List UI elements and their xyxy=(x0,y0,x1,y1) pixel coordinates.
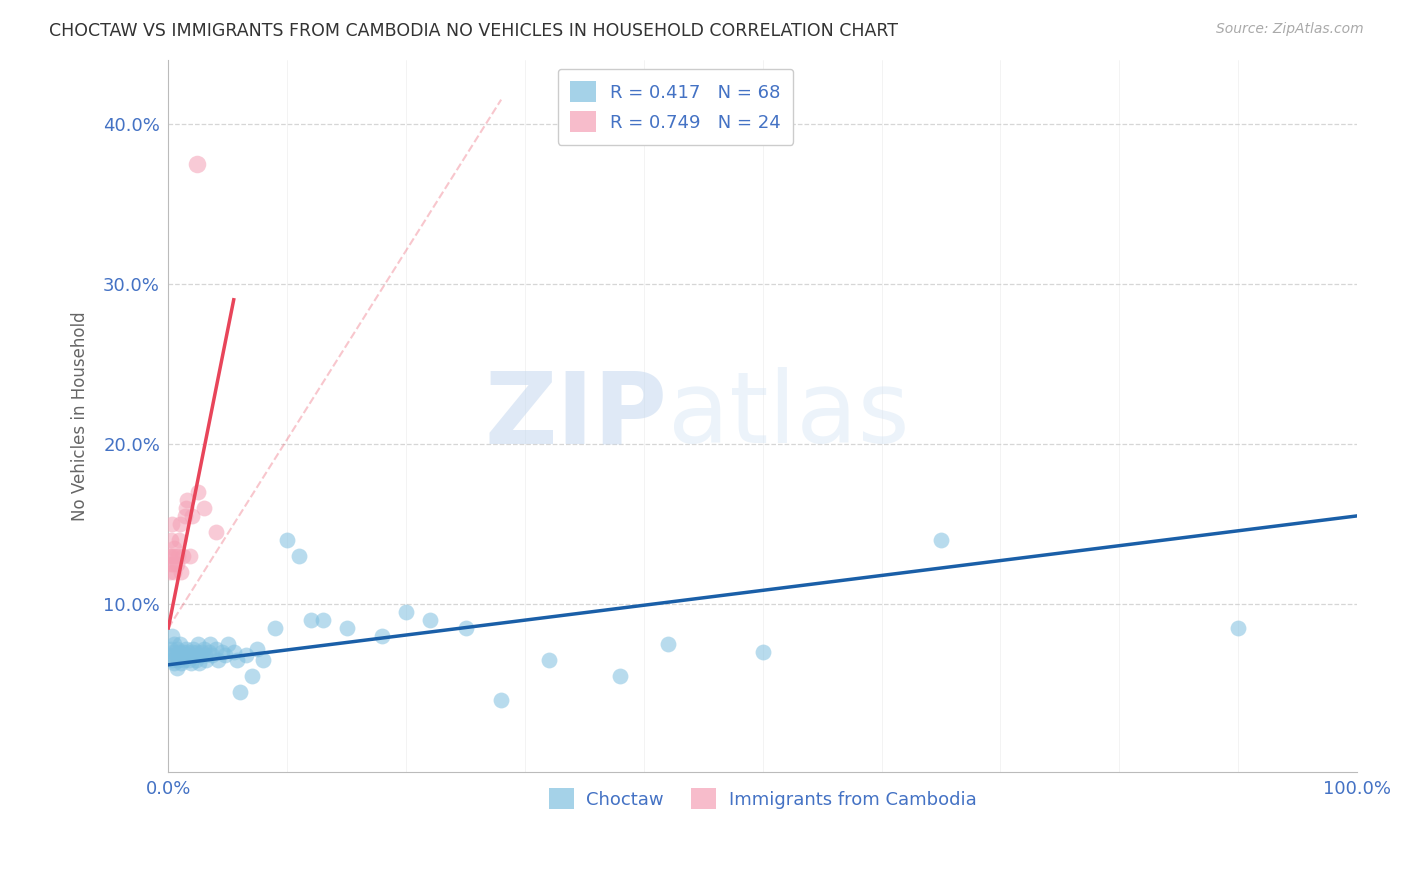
Point xyxy=(751,645,773,659)
Point xyxy=(166,641,188,656)
Point xyxy=(167,645,190,659)
Point xyxy=(159,549,181,563)
Point xyxy=(180,657,202,671)
Point xyxy=(176,645,198,659)
Point xyxy=(190,648,212,663)
Point xyxy=(299,613,322,627)
Point xyxy=(169,637,191,651)
Point xyxy=(211,645,233,659)
Point xyxy=(159,648,181,663)
Point xyxy=(160,549,183,563)
Point xyxy=(336,621,359,635)
Point xyxy=(264,621,287,635)
Point xyxy=(193,641,215,656)
Point xyxy=(395,605,418,619)
Point xyxy=(454,621,477,635)
Text: Source: ZipAtlas.com: Source: ZipAtlas.com xyxy=(1216,22,1364,37)
Point xyxy=(288,549,311,563)
Point xyxy=(166,549,188,563)
Point xyxy=(183,648,205,663)
Point xyxy=(159,533,181,547)
Point xyxy=(201,648,224,663)
Point xyxy=(174,641,197,656)
Point xyxy=(162,557,184,571)
Point xyxy=(276,533,298,547)
Point xyxy=(172,645,194,659)
Point xyxy=(159,557,181,571)
Point xyxy=(1227,621,1250,635)
Point xyxy=(163,541,186,555)
Point xyxy=(207,653,229,667)
Point xyxy=(176,492,198,507)
Point xyxy=(194,648,217,663)
Point xyxy=(419,613,441,627)
Point xyxy=(174,500,197,515)
Point xyxy=(160,629,183,643)
Point xyxy=(929,533,952,547)
Point xyxy=(537,653,560,667)
Point xyxy=(609,669,631,683)
Point xyxy=(160,516,183,531)
Point xyxy=(246,641,269,656)
Point xyxy=(177,653,200,667)
Point xyxy=(174,648,197,663)
Point xyxy=(190,645,212,659)
Y-axis label: No Vehicles in Household: No Vehicles in Household xyxy=(72,311,89,521)
Point xyxy=(195,653,218,667)
Point xyxy=(228,685,250,699)
Point xyxy=(170,657,193,671)
Legend: Choctaw, Immigrants from Cambodia: Choctaw, Immigrants from Cambodia xyxy=(541,781,984,816)
Point xyxy=(489,693,512,707)
Point xyxy=(312,613,335,627)
Point xyxy=(172,549,194,563)
Point xyxy=(163,565,186,579)
Point xyxy=(165,549,187,563)
Text: atlas: atlas xyxy=(668,368,910,465)
Point xyxy=(166,653,188,667)
Point xyxy=(159,565,181,579)
Point xyxy=(371,629,394,643)
Point xyxy=(162,645,184,659)
Point xyxy=(252,653,274,667)
Point xyxy=(181,508,204,523)
Point xyxy=(181,641,204,656)
Point xyxy=(163,657,186,671)
Point xyxy=(198,637,221,651)
Point xyxy=(163,637,186,651)
Point xyxy=(181,645,204,659)
Point xyxy=(169,648,191,663)
Point xyxy=(165,648,187,663)
Point xyxy=(197,645,219,659)
Point xyxy=(159,641,181,656)
Point xyxy=(169,516,191,531)
Point xyxy=(179,648,201,663)
Point xyxy=(167,533,190,547)
Point xyxy=(187,484,209,499)
Point xyxy=(187,637,209,651)
Point xyxy=(217,637,239,651)
Point xyxy=(235,648,257,663)
Point xyxy=(166,557,188,571)
Point xyxy=(214,648,236,663)
Point xyxy=(184,653,207,667)
Point xyxy=(160,653,183,667)
Point xyxy=(179,549,201,563)
Point xyxy=(222,645,245,659)
Point xyxy=(173,653,195,667)
Point xyxy=(166,661,188,675)
Point xyxy=(188,657,211,671)
Point xyxy=(186,645,208,659)
Point xyxy=(170,565,193,579)
Point xyxy=(186,156,208,170)
Point xyxy=(240,669,263,683)
Point xyxy=(174,508,197,523)
Point xyxy=(226,653,249,667)
Point xyxy=(205,524,228,539)
Point xyxy=(193,500,215,515)
Point xyxy=(205,641,228,656)
Text: CHOCTAW VS IMMIGRANTS FROM CAMBODIA NO VEHICLES IN HOUSEHOLD CORRELATION CHART: CHOCTAW VS IMMIGRANTS FROM CAMBODIA NO V… xyxy=(49,22,898,40)
Text: ZIP: ZIP xyxy=(485,368,668,465)
Point xyxy=(657,637,679,651)
